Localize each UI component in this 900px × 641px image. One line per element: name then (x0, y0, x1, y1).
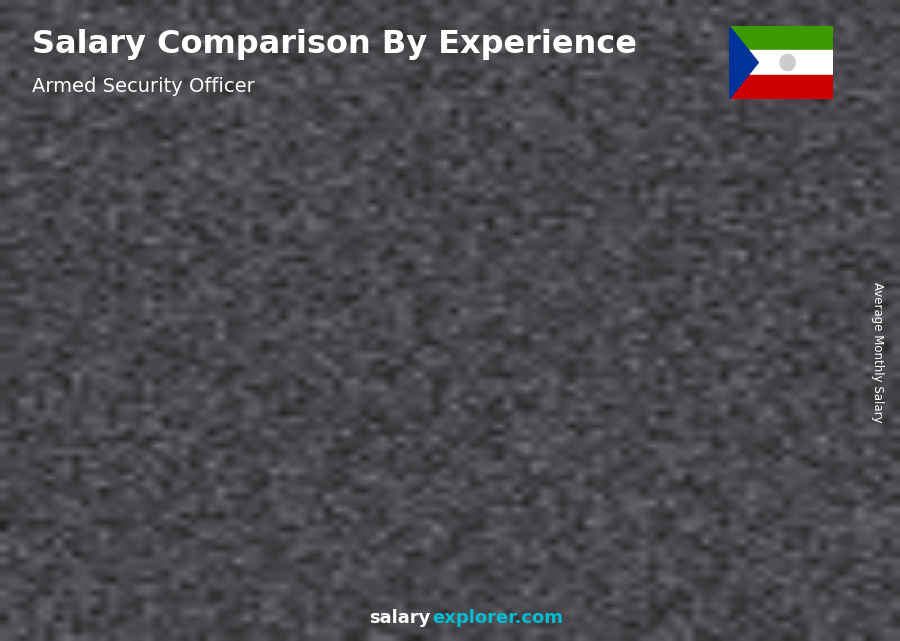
Bar (58, 531, 123, 577)
Text: Salary Comparison By Experience: Salary Comparison By Experience (32, 29, 636, 60)
Polygon shape (310, 453, 384, 459)
Text: +nan%: +nan% (236, 406, 296, 420)
Text: 0 XAF: 0 XAF (393, 392, 432, 404)
Polygon shape (376, 453, 384, 577)
Text: salary: salary (369, 609, 430, 627)
Text: 0 XAF: 0 XAF (647, 283, 685, 296)
Polygon shape (690, 299, 763, 305)
Bar (729, 75, 832, 99)
Text: Average Monthly Salary: Average Monthly Salary (871, 282, 884, 423)
Circle shape (780, 54, 796, 71)
Polygon shape (184, 493, 257, 500)
Text: +nan%: +nan% (110, 449, 170, 464)
Text: +nan%: +nan% (363, 358, 423, 373)
Polygon shape (729, 26, 759, 99)
Text: explorer.com: explorer.com (432, 609, 563, 627)
Polygon shape (58, 525, 130, 531)
Text: +nan%: +nan% (616, 245, 676, 260)
Bar (563, 364, 629, 577)
Bar (310, 459, 376, 577)
Text: 0 XAF: 0 XAF (520, 342, 559, 354)
Bar (729, 26, 832, 50)
Polygon shape (629, 358, 637, 577)
Bar (184, 500, 250, 577)
Bar (729, 50, 832, 75)
Text: 0 XAF: 0 XAF (140, 478, 179, 490)
Bar (437, 414, 503, 577)
Text: 0 XAF: 0 XAF (14, 509, 52, 522)
Polygon shape (503, 407, 510, 577)
Polygon shape (250, 493, 257, 577)
Text: 0 XAF: 0 XAF (267, 437, 305, 450)
Polygon shape (563, 358, 637, 364)
Text: Armed Security Officer: Armed Security Officer (32, 77, 254, 96)
Bar (690, 305, 756, 577)
Polygon shape (437, 407, 510, 414)
Polygon shape (756, 299, 763, 577)
Text: +nan%: +nan% (490, 306, 549, 321)
Polygon shape (123, 525, 130, 577)
